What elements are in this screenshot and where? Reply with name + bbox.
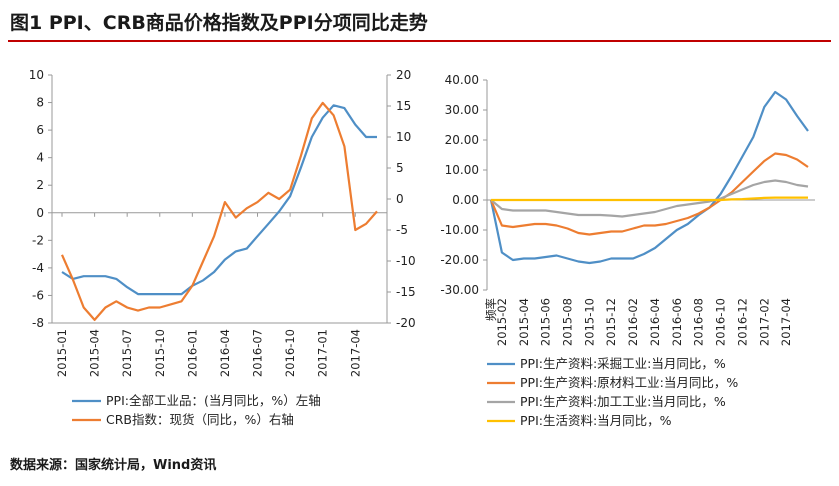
right-chart-x-tick-label: 2016-04	[648, 298, 662, 346]
x-tick-label: 2016-10	[283, 329, 297, 377]
right-chart-x-tick-label: 2015-06	[539, 298, 553, 346]
right-y-tick-label: -5	[396, 223, 408, 237]
right-chart-x-tick-label: 2015-02	[495, 298, 509, 346]
right-y-tick-label: 20	[396, 68, 411, 82]
right-chart-legend-label-2: PPI:生产资料:原材料工业:当月同比，%	[520, 375, 738, 390]
x-tick-label: 2015-04	[88, 329, 102, 377]
right-chart-x-tick-label: 2015-10	[582, 298, 596, 346]
right-chart-y-tick-label: 10.00	[445, 163, 479, 177]
right-chart-x-tick-label: 2017-02	[757, 298, 771, 346]
title-divider	[8, 40, 831, 42]
figure-title: 图1 PPI、CRB商品价格指数及PPI分项同比走势	[10, 12, 428, 34]
left-y-tick-label: 4	[36, 151, 44, 165]
x-tick-label: 2016-04	[218, 329, 232, 377]
left-y-tick-label: 8	[36, 96, 44, 110]
right-chart-x-tick-label: 频率	[484, 298, 498, 321]
right-chart-x-tick-label: 2016-02	[626, 298, 640, 346]
left-y-tick-label: -8	[32, 316, 44, 330]
x-tick-label: 2017-04	[348, 329, 362, 377]
right-chart-x-tick-label: 2016-12	[735, 298, 749, 346]
legend-label-1: PPI:全部工业品：(当月同比，%）左轴	[106, 393, 321, 408]
series-line-2	[60, 101, 378, 321]
left-y-tick-label: 0	[36, 206, 44, 220]
right-chart-legend-label-1: PPI:生产资料:采掘工业:当月同比，%	[520, 356, 726, 371]
right-y-tick-label: 15	[396, 99, 411, 113]
x-tick-label: 2015-10	[153, 329, 167, 377]
right-chart-x-tick-label: 2015-12	[604, 298, 618, 346]
series-line-1	[61, 104, 377, 296]
x-tick-label: 2017-01	[316, 329, 330, 377]
right-chart-x-tick-label: 2015-08	[561, 298, 575, 346]
left-y-tick-label: 10	[29, 68, 44, 82]
left-y-tick-label: -2	[32, 233, 44, 247]
right-y-tick-label: -20	[396, 316, 416, 330]
right-y-tick-label: 5	[396, 161, 404, 175]
right-chart-y-tick-label: 0.00	[452, 193, 479, 207]
right-chart-y-tick-label: -10.00	[440, 223, 479, 237]
right-chart-series-line-4	[491, 196, 808, 202]
right-y-tick-label: 0	[396, 192, 404, 206]
right-chart-y-tick-label: -30.00	[440, 283, 479, 297]
left-y-tick-label: -6	[32, 288, 44, 302]
x-tick-label: 2015-07	[120, 329, 134, 377]
right-chart-legend-label-4: PPI:生活资料:当月同比，%	[520, 413, 672, 428]
x-tick-label: 2016-01	[185, 329, 199, 377]
left-y-tick-label: 6	[36, 123, 44, 137]
right-chart-y-tick-label: 20.00	[445, 133, 479, 147]
right-y-tick-label: 10	[396, 130, 411, 144]
right-chart-series-line-3	[490, 179, 809, 218]
legend-label-2: CRB指数：现货（同比，%）右轴	[106, 412, 294, 427]
right-chart-series-line-1	[489, 90, 809, 265]
right-chart-x-tick-label: 2016-06	[670, 298, 684, 346]
right-chart-series-line-2	[489, 152, 809, 236]
right-chart-y-tick-label: 40.00	[445, 73, 479, 87]
right-chart-legend-label-3: PPI:生产资料:加工工业:当月同比，%	[520, 394, 726, 409]
right-y-tick-label: -15	[396, 285, 416, 299]
source-note: 数据来源：国家统计局，Wind资讯	[10, 458, 217, 473]
right-chart-x-tick-label: 2017-04	[779, 298, 793, 346]
right-y-tick-label: -10	[396, 254, 416, 268]
left-y-tick-label: 2	[36, 178, 44, 192]
x-tick-label: 2016-07	[251, 329, 265, 377]
right-chart-y-tick-label: 30.00	[445, 103, 479, 117]
x-tick-label: 2015-01	[55, 329, 69, 377]
right-chart-x-tick-label: 2016-08	[692, 298, 706, 346]
right-chart-y-tick-label: -20.00	[440, 253, 479, 267]
right-chart-x-tick-label: 2016-10	[714, 298, 728, 346]
right-chart-x-tick-label: 2015-04	[517, 298, 531, 346]
left-y-tick-label: -4	[32, 261, 44, 275]
